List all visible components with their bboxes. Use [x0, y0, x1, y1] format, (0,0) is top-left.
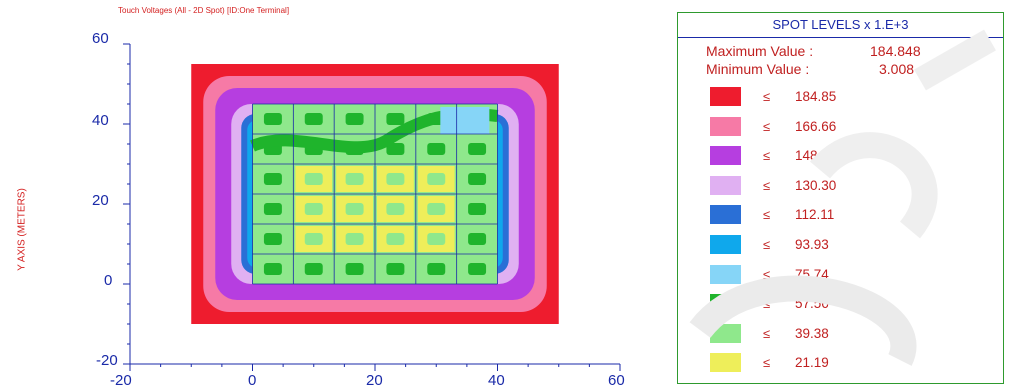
legend-symbol: ≤: [763, 355, 771, 371]
legend-swatch: [710, 116, 741, 136]
min-value-label: Minimum Value :: [706, 61, 810, 77]
legend-swatch: [710, 175, 741, 195]
legend-symbol: ≤: [763, 148, 771, 164]
heatmap-cell-core: [427, 233, 446, 245]
legend-symbol: ≤: [763, 237, 771, 252]
conductor-grid: [252, 103, 498, 285]
x-tick-label: 60: [608, 372, 625, 389]
heatmap-cell-core: [468, 233, 487, 245]
legend-symbol: ≤: [763, 118, 771, 134]
heatmap-cell-core: [386, 113, 405, 125]
heatmap-cell-core: [386, 263, 405, 275]
legend-value: 148.48: [795, 148, 837, 164]
heatmap-cell-core: [304, 233, 323, 245]
x-tick-label: -20: [110, 372, 132, 389]
heatmap-cell-core: [263, 113, 282, 125]
legend-symbol: ≤: [763, 207, 771, 223]
legend-symbol: ≤: [763, 296, 771, 312]
legend-panel: SPOT LEVELS x 1.E+3 Maximum Value : 184.…: [677, 12, 1004, 384]
heatmap-cell-core: [468, 143, 487, 155]
legend-value: 130.30: [795, 177, 837, 193]
axes: [123, 43, 621, 371]
heatmap-cell-core: [263, 263, 282, 275]
y-tick-label: 60: [92, 30, 109, 47]
legend-divider: [678, 37, 1003, 38]
max-value-label: Maximum Value :: [706, 43, 814, 59]
legend-value: 21.19: [795, 355, 829, 371]
heatmap-cell-core: [427, 143, 446, 155]
legend-value: 166.66: [795, 118, 837, 134]
heatmap-cell-core: [345, 113, 364, 125]
x-tick-label: 0: [248, 372, 257, 389]
heatmap-cell-core: [468, 203, 487, 215]
heatmap-cell-core: [345, 173, 364, 185]
heatmap-cell-core: [304, 173, 323, 185]
legend-value: 57.56: [795, 296, 829, 312]
legend-swatch: [710, 87, 741, 106]
heatmap-cell-core: [468, 173, 487, 185]
contour-region: [440, 107, 490, 134]
heatmap-cell-core: [468, 263, 487, 275]
heatmap-cell-core: [304, 203, 323, 215]
legend-value: 184.85: [795, 89, 837, 104]
legend-title: SPOT LEVELS x 1.E+3: [772, 17, 909, 32]
heatmap-cell-core: [345, 203, 364, 215]
heatmap-cell-core: [304, 113, 323, 125]
legend-value: 39.38: [795, 325, 829, 341]
max-value: 184.848: [870, 43, 921, 59]
legend-swatch: [710, 323, 741, 343]
min-value: 3.008: [879, 61, 915, 77]
y-axis-label: Y AXIS (METERS): [16, 188, 28, 271]
heatmap-cell-core: [386, 233, 405, 245]
heatmap-cell-core: [263, 173, 282, 185]
heatmap-cell-core: [263, 203, 282, 215]
legend-swatch: [710, 205, 741, 225]
chart-title: Touch Voltages (All - 2D Spot) [ID:One T…: [118, 6, 290, 15]
y-tick-label: 0: [104, 272, 113, 289]
legend-value: 75.74: [795, 266, 829, 282]
y-tick-label: 40: [92, 112, 109, 129]
heatmap-cell-core: [427, 263, 446, 275]
heatmap-cell-core: [386, 203, 405, 215]
legend-value: 93.93: [795, 237, 829, 252]
legend-symbol: ≤: [763, 266, 771, 282]
heatmap-cell-core: [386, 173, 405, 185]
heatmap-cell-core: [345, 233, 364, 245]
heatmap-cell-core: [427, 173, 446, 185]
legend-swatch: [710, 235, 741, 254]
legend-swatch: [710, 353, 741, 373]
heatmap-cell-core: [386, 143, 405, 155]
y-tick-label: 20: [92, 192, 109, 209]
heatmap-cell-core: [427, 203, 446, 215]
legend-symbol: ≤: [763, 325, 771, 341]
legend-swatch: [710, 264, 741, 284]
heatmap-cell-core: [304, 263, 323, 275]
legend-value: 112.11: [795, 207, 835, 223]
legend-swatch: [710, 294, 741, 314]
heatmap-cell-core: [345, 263, 364, 275]
legend-symbol: ≤: [763, 177, 771, 193]
x-tick-label: 20: [366, 372, 383, 389]
legend-swatch: [710, 146, 741, 166]
y-tick-label: -20: [96, 352, 118, 369]
heatmap-cell-core: [263, 233, 282, 245]
legend-symbol: ≤: [763, 89, 771, 104]
x-tick-label: 40: [488, 372, 505, 389]
